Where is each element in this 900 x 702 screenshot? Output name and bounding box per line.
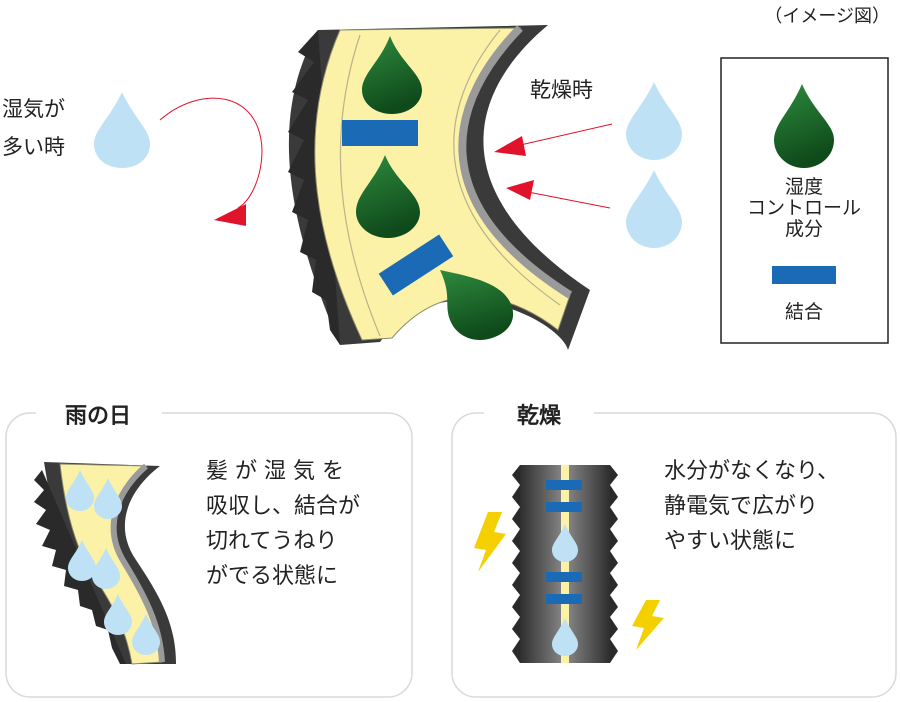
dry-body-line1: 水分がなくなり、 bbox=[664, 459, 839, 484]
static-spark-icon-left bbox=[474, 512, 506, 572]
humid-section: 湿気が 多い時 bbox=[2, 92, 263, 226]
water-drop-dry-1 bbox=[626, 82, 682, 160]
dry-water-drop-1 bbox=[552, 524, 578, 562]
bond-bar-1 bbox=[342, 120, 418, 146]
control-drop-3 bbox=[440, 270, 514, 340]
rain-water-drop-4 bbox=[92, 548, 120, 589]
legend-drop-label-3: 成分 bbox=[785, 218, 823, 240]
dry-arrow-head-2 bbox=[506, 180, 534, 200]
legend-bond-icon bbox=[772, 266, 836, 284]
water-drop-humid bbox=[94, 92, 150, 168]
straight-hair-illustration bbox=[512, 465, 618, 663]
control-drop-1 bbox=[362, 36, 422, 114]
legend-bond-label: 結合 bbox=[785, 301, 823, 323]
rain-water-drop-5 bbox=[104, 594, 132, 635]
dry-body-line3: やすい状態に bbox=[664, 529, 796, 554]
humid-label-line2: 多い時 bbox=[2, 135, 65, 159]
image-caption: （イメージ図） bbox=[764, 6, 890, 27]
legend-drop-label-1: 湿度 bbox=[785, 176, 823, 198]
dry-bond-bar-3 bbox=[546, 572, 582, 582]
dry-water-drop-2 bbox=[552, 618, 578, 656]
legend-drop-label-2: コントロール bbox=[747, 197, 861, 219]
rain-body-line4: がでる状態に bbox=[206, 564, 338, 589]
rain-body-line2: 吸収し、結合が bbox=[206, 494, 360, 519]
humid-label-line1: 湿気が bbox=[2, 97, 65, 121]
rain-panel: 雨の日 髪 が 湿 気 を 吸収し、結合が 切れてうねり がでる状態に bbox=[5, 400, 413, 698]
water-drop-dry-2 bbox=[626, 170, 682, 248]
legend-control-drop-icon bbox=[774, 84, 834, 168]
rain-water-drop-1 bbox=[66, 470, 94, 511]
dry-arrow-head-1 bbox=[494, 136, 526, 156]
dry-panel: 乾燥 水分がなくなり、 静電気で広がり やすい状態に bbox=[451, 400, 897, 698]
dry-bond-bar-1 bbox=[546, 480, 582, 490]
rain-body-line1: 髪 が 湿 気 を bbox=[206, 459, 344, 484]
rain-panel-title: 雨の日 bbox=[65, 404, 131, 429]
dry-bond-bar-2 bbox=[546, 502, 582, 512]
hair-inner-edge bbox=[458, 25, 573, 299]
hair-cross-section bbox=[288, 25, 590, 350]
rain-body-line3: 切れてうねり bbox=[206, 529, 337, 554]
dry-section: 乾燥時 bbox=[494, 78, 682, 248]
wavy-hair-illustration bbox=[34, 462, 176, 665]
rain-water-drop-3 bbox=[68, 540, 96, 581]
dry-bond-bar-4 bbox=[546, 594, 582, 604]
bond-bar-2 bbox=[378, 234, 454, 296]
dry-panel-title: 乾燥 bbox=[517, 403, 562, 429]
rain-water-drop-2 bbox=[94, 478, 122, 519]
dry-label: 乾燥時 bbox=[530, 78, 593, 102]
control-drop-2 bbox=[356, 155, 420, 238]
absorb-arrow-head bbox=[214, 204, 246, 226]
absorb-arrow-curve bbox=[159, 97, 263, 209]
dry-body-line2: 静電気で広がり bbox=[664, 494, 818, 519]
static-spark-icon-right bbox=[632, 600, 664, 650]
rain-water-drop-6 bbox=[132, 614, 160, 655]
legend-box: 湿度 コントロール 成分 結合 bbox=[720, 57, 889, 344]
